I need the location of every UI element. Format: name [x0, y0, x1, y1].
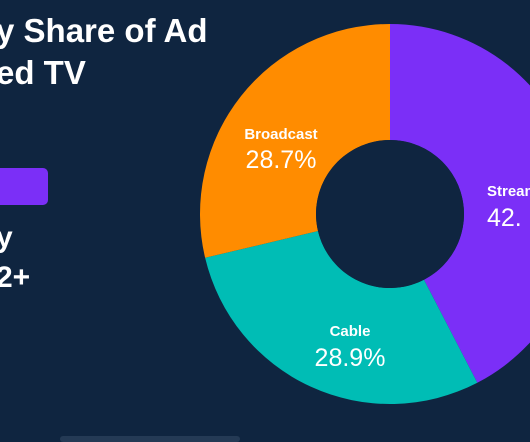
donut-hole	[316, 140, 464, 288]
slice-label-streaming: Stream	[487, 183, 530, 200]
legend-swatch	[0, 168, 48, 205]
slice-cable	[205, 231, 478, 404]
slice-value-streaming: 42.	[487, 204, 522, 232]
slice-label-cable: Cable	[330, 323, 371, 340]
slice-value-cable: 28.9%	[315, 344, 386, 372]
slice-value-broadcast: 28.7%	[246, 146, 317, 174]
title-line-1: y Share of Ad	[0, 12, 208, 49]
title-line-2: ed TV	[0, 54, 86, 91]
legend-text-line-1: y	[0, 221, 13, 254]
legend-text-line-2: 2+	[0, 261, 31, 294]
slice-streaming	[390, 24, 530, 383]
slice-label-broadcast: Broadcast	[244, 126, 317, 143]
page-title: y Share of Ad ed TV	[0, 10, 208, 94]
slice-broadcast	[200, 24, 390, 258]
legend-text: y 2+	[0, 218, 30, 298]
footer-divider	[60, 436, 240, 442]
